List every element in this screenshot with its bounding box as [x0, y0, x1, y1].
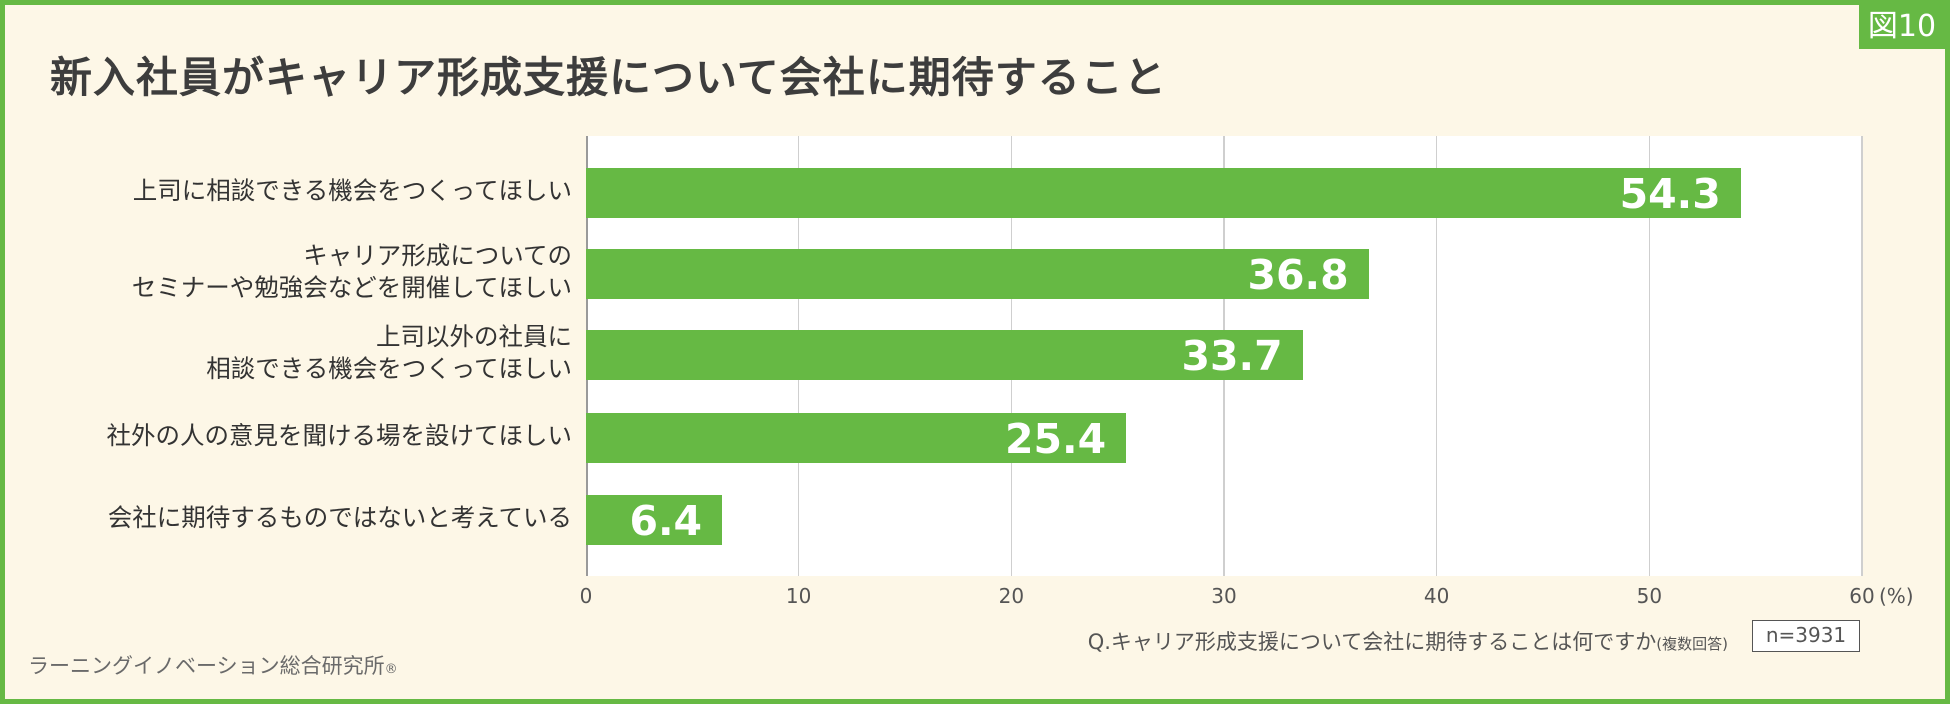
category-label-1: 上司に相談できる機会をつくってほしい — [32, 175, 572, 207]
bar-value-label-1: 54.3 — [1619, 170, 1721, 218]
bar-value-label-5: 6.4 — [629, 497, 703, 545]
category-label-line: キャリア形成についての — [303, 241, 572, 270]
bar-1 — [586, 168, 1741, 218]
category-label-line: 会社に期待するものではないと考えている — [107, 503, 572, 532]
bar-value-label-4: 25.4 — [1005, 415, 1107, 463]
question-note: Q.キャリア形成支援について会社に期待することは何ですか(複数回答) — [1088, 626, 1728, 656]
plot-area: 54.3 36.8 33.7 25.4 6.4 — [586, 136, 1863, 576]
x-tick-label-40: 40 — [1423, 584, 1450, 608]
gridline-50 — [1648, 136, 1651, 576]
category-label-2: キャリア形成についてのセミナーや勉強会などを開催してほしい — [32, 240, 572, 304]
bar-4 — [586, 413, 1127, 463]
category-label-line: 社外の人の意見を聞ける場を設けてほしい — [106, 421, 573, 450]
bar-value-label-3: 33.7 — [1181, 332, 1283, 380]
category-label-4: 社外の人の意見を聞ける場を設けてほしい — [32, 420, 573, 452]
category-label-5: 会社に期待するものではないと考えている — [32, 502, 572, 534]
gridline-40 — [1435, 136, 1438, 576]
figure-number-tag: 図10 — [1859, 5, 1945, 49]
category-label-3: 上司以外の社員に相談できる機会をつくってほしい — [32, 321, 572, 385]
registered-mark: ® — [384, 662, 398, 677]
x-tick-label-10: 10 — [785, 584, 812, 608]
category-label-line: 上司に相談できる機会をつくってほしい — [132, 176, 572, 205]
chart-title: 新入社員がキャリア形成支援について会社に期待すること — [50, 53, 1167, 102]
bar-2 — [586, 249, 1369, 299]
category-label-line: セミナーや勉強会などを開催してほしい — [131, 273, 572, 302]
x-tick-label-60: 60 — [1849, 584, 1875, 608]
multiple-answer-note: (複数回答) — [1656, 635, 1728, 653]
sample-size-box: n=3931 — [1752, 620, 1860, 652]
question-text: Q.キャリア形成支援について会社に期待することは何ですか — [1087, 630, 1657, 654]
x-tick-label-0: 0 — [579, 584, 593, 608]
x-tick-label-50: 50 — [1636, 584, 1663, 608]
bar-3 — [586, 330, 1303, 380]
category-label-line: 上司以外の社員に — [376, 322, 572, 351]
gridline-60 — [1861, 136, 1863, 576]
source-text: ラーニングイノベーション総合研究所 — [28, 654, 385, 678]
x-tick-label-30: 30 — [1211, 584, 1237, 608]
bar-value-label-2: 36.8 — [1247, 251, 1349, 299]
bar-5 — [586, 495, 723, 545]
source-credit: ラーニングイノベーション総合研究所® — [28, 650, 398, 680]
x-axis-unit: (%) — [1879, 584, 1914, 608]
category-label-line: 相談できる機会をつくってほしい — [206, 354, 572, 383]
x-tick-label-20: 20 — [998, 584, 1025, 608]
